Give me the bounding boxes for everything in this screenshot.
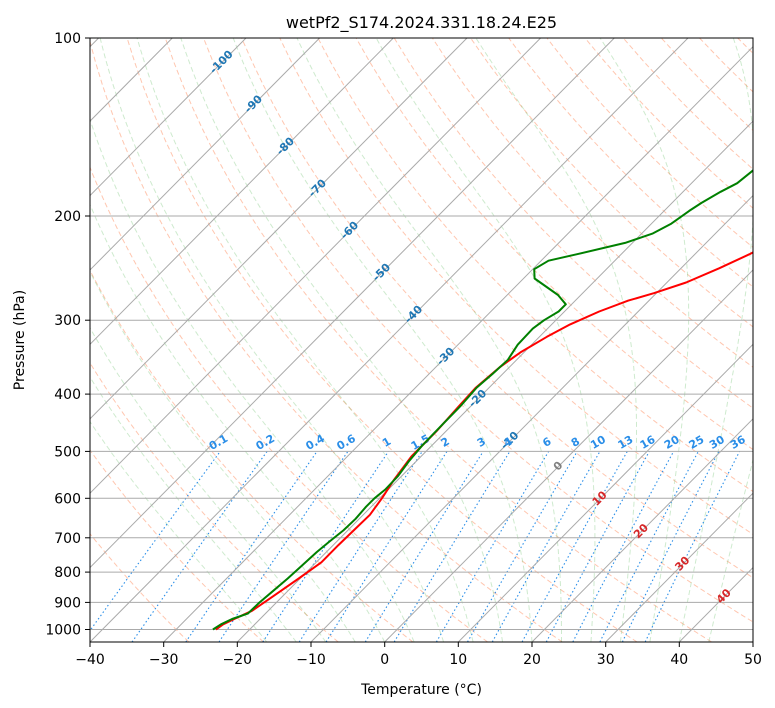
moist-adiabat xyxy=(90,420,268,642)
x-tick-label: −10 xyxy=(296,652,326,668)
x-tick-label: 20 xyxy=(523,652,541,668)
moist-adiabat xyxy=(708,457,753,642)
dry-adiabat xyxy=(90,166,488,642)
y-tick-label: 500 xyxy=(54,444,81,460)
mixing-ratio-line xyxy=(621,451,720,642)
mixing-ratio-line xyxy=(298,451,423,642)
y-axis-title: Pressure (hPa) xyxy=(12,290,28,390)
moist-adiabat xyxy=(90,203,386,642)
dry-adiabat xyxy=(90,269,414,642)
mixing-ratio-line xyxy=(521,451,628,642)
mixing-ratio-line xyxy=(393,451,511,642)
dry-adiabat xyxy=(317,38,753,493)
x-tick-label: 50 xyxy=(744,652,762,668)
y-tick-label: 300 xyxy=(54,313,81,329)
isotherm-gridline xyxy=(384,269,753,642)
isotherm-gridline xyxy=(90,38,247,197)
isotherm-gridline xyxy=(531,418,753,642)
dry-adiabat xyxy=(126,38,638,642)
mixing-ratio-line xyxy=(185,451,318,642)
y-tick-label: 200 xyxy=(54,209,81,225)
isotherm-gridline xyxy=(457,343,753,642)
sounding-series xyxy=(212,169,753,631)
mixing-ratio-line xyxy=(545,451,650,642)
moist-adiabat xyxy=(180,38,503,642)
dewpoint-line xyxy=(212,169,753,631)
y-tick-label: 1000 xyxy=(45,623,81,639)
dry-adiabat xyxy=(203,38,753,623)
x-tick-label: 10 xyxy=(449,652,467,668)
isotherm-gridline xyxy=(310,194,753,642)
dry-adiabat xyxy=(431,38,753,368)
x-tick-label: 0 xyxy=(380,652,389,668)
x-axis-title: Temperature (°C) xyxy=(360,682,482,698)
moist-adiabat xyxy=(99,38,445,642)
x-tick-label: 40 xyxy=(670,652,688,668)
y-tick-label: 400 xyxy=(54,387,81,403)
moist-adiabat xyxy=(136,38,474,642)
chart-title: wetPf2_S174.2024.331.18.24.E25 xyxy=(286,13,557,33)
moist-adiabat xyxy=(375,38,596,642)
moist-adiabat xyxy=(90,376,297,642)
isotherm-gridline xyxy=(90,38,468,420)
dry-adiabat xyxy=(90,533,190,642)
temperature-line xyxy=(215,251,753,631)
moist-adiabat xyxy=(678,38,753,642)
moist-adiabat xyxy=(90,270,356,642)
y-tick-label: 700 xyxy=(54,531,81,547)
mixing-ratio-line xyxy=(644,451,741,642)
isotherm-gridline xyxy=(163,45,753,642)
axes: −40 −30 −20 −10 0 10 20 30 40 50 1000 900 800 700 600 5… xyxy=(45,31,762,668)
isotherm-gridline xyxy=(236,120,753,642)
mixing-ratio-line xyxy=(325,451,448,642)
isotherm-gridline xyxy=(90,38,615,569)
x-tick-label: −40 xyxy=(75,652,105,668)
background-lines xyxy=(90,38,753,642)
mixing-ratio-line xyxy=(90,451,221,632)
mixing-ratio-line xyxy=(262,451,389,642)
isotherm-gridline xyxy=(90,38,689,642)
x-tick-label: −30 xyxy=(149,652,179,668)
isotherm-gridline xyxy=(605,492,753,642)
moist-adiabat xyxy=(296,38,562,642)
dry-adiabat xyxy=(470,38,753,328)
x-tick-label: −20 xyxy=(223,652,253,668)
y-tick-label: 900 xyxy=(54,595,81,611)
x-tick-label: 30 xyxy=(597,652,615,668)
mixing-ratio-line xyxy=(364,451,484,642)
plot-frame xyxy=(89,37,754,643)
moist-adiabat xyxy=(475,38,637,642)
y-tick-label: 100 xyxy=(54,31,81,47)
dry-adiabat xyxy=(90,449,264,642)
isotherm-gridline xyxy=(90,38,320,271)
y-tick-label: 800 xyxy=(54,565,81,581)
dry-adiabat xyxy=(355,38,753,451)
moist-adiabat xyxy=(90,326,327,642)
y-tick-label: 600 xyxy=(54,491,81,507)
moist-adiabat xyxy=(232,38,533,642)
isotherm-gridline xyxy=(90,38,394,346)
isotherm-gridline xyxy=(90,38,541,494)
dry-adiabat xyxy=(164,38,712,642)
